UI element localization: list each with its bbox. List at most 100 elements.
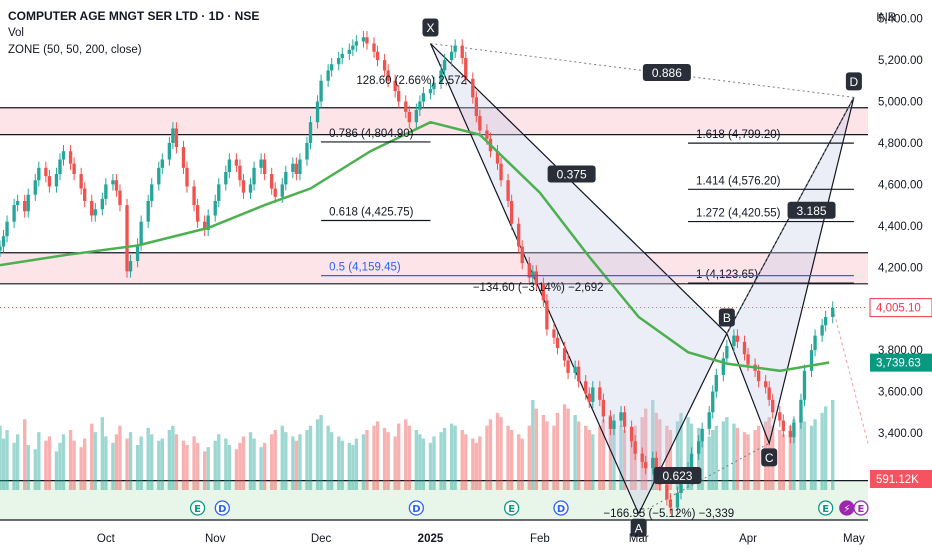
candle-body	[192, 186, 196, 206]
event-marker-label: ⚡	[843, 504, 850, 515]
event-marker[interactable]	[214, 500, 230, 516]
volume-bar	[707, 436, 711, 490]
candle-body	[284, 171, 288, 185]
volume-bar	[315, 419, 320, 490]
candle-body	[393, 80, 397, 92]
candle-body	[248, 184, 253, 193]
volume-bar	[44, 440, 48, 490]
point-label-d[interactable]: D	[850, 75, 859, 89]
time-axis[interactable]: Oct Nov Dec 2025 Feb Mar Apr May	[97, 533, 865, 545]
ratio-label[interactable]: 0.375	[557, 168, 587, 182]
last-price-badge[interactable]: 4,005.10	[876, 303, 921, 315]
volume-legend[interactable]: Vol	[8, 27, 24, 39]
event-marker[interactable]	[553, 500, 569, 516]
candle-body	[651, 457, 655, 469]
volume-bar	[421, 438, 426, 490]
ratio-label[interactable]: 3.185	[797, 204, 827, 218]
candle-body	[238, 165, 242, 181]
volume-bar	[675, 421, 680, 490]
candle-body	[83, 188, 87, 201]
zone-bands	[0, 107, 868, 521]
volume-bar	[471, 438, 475, 490]
ratio-label[interactable]: 0.886	[652, 66, 682, 80]
volume-bar	[562, 404, 567, 490]
pattern-xab[interactable]	[429, 43, 728, 516]
candle-body	[202, 221, 207, 230]
volume-bar	[1, 438, 6, 490]
volume-bar	[474, 442, 479, 490]
volume-bar	[598, 425, 602, 490]
volume-bar	[517, 434, 521, 490]
candle-body	[823, 316, 828, 326]
volume-bar	[651, 400, 655, 490]
ratio-label[interactable]: 0.623	[662, 469, 692, 483]
volume-badge[interactable]: 591.12K	[876, 474, 919, 486]
volume-bar	[654, 412, 658, 490]
volume-bar	[195, 442, 200, 490]
volume-bar	[531, 400, 535, 490]
event-marker[interactable]	[408, 500, 425, 516]
candle-body	[555, 337, 560, 349]
volume-bar	[308, 425, 313, 490]
event-marker-label: D	[557, 504, 565, 515]
indicator-legend[interactable]: ZONE (50, 50, 200, close)	[8, 44, 142, 56]
volume-bar	[58, 442, 62, 490]
candle-body	[721, 358, 726, 375]
candle-body	[531, 271, 535, 278]
volume-bar	[393, 436, 397, 490]
currency-label[interactable]: INR	[876, 12, 896, 24]
candle-body	[767, 387, 771, 400]
price-axis[interactable]: 5,400.00 5,200.00 5,000.00 4,800.00 4,600.00…	[869, 14, 932, 488]
volume-bar	[756, 425, 761, 490]
event-marker[interactable]	[818, 500, 834, 516]
candle-body	[778, 412, 782, 421]
candle-body	[33, 180, 37, 195]
symbol-title[interactable]: COMPUTER AGE MNGT SER LTD · 1D · NSE	[8, 9, 260, 23]
candle-body	[742, 341, 747, 355]
event-markers[interactable]: E D D E D E ⚡ E	[189, 500, 869, 516]
volume-bar	[629, 434, 634, 490]
volume-bar	[612, 421, 616, 490]
volume-bar	[37, 432, 41, 490]
volume-bar	[386, 432, 390, 490]
volume-bar	[217, 434, 221, 490]
volume-bar	[555, 412, 560, 490]
event-marker[interactable]	[853, 500, 869, 516]
volume-bar	[93, 432, 97, 490]
candle-body	[128, 261, 133, 272]
volume-bar	[280, 425, 284, 490]
volume-bar	[5, 430, 9, 490]
volume-bar	[160, 438, 164, 490]
fib-label: 1.272 (4,420.55)	[696, 208, 781, 220]
volume-bar	[439, 432, 443, 490]
candle-body	[428, 89, 433, 94]
candle-body	[262, 159, 267, 175]
point-label-a[interactable]: A	[635, 521, 643, 535]
price-tick: 4,400.00	[878, 221, 923, 233]
event-marker[interactable]	[189, 500, 206, 516]
volume-bar	[150, 434, 154, 490]
volume-bar	[227, 445, 232, 490]
volume-bar	[495, 412, 500, 490]
ma-badge[interactable]: 3,739.63	[876, 358, 921, 370]
point-label-x-bg	[422, 18, 439, 37]
candle-body	[679, 480, 683, 494]
harmonic-pattern[interactable]	[429, 43, 869, 516]
volume-bar	[181, 440, 186, 490]
volume-bar	[464, 434, 468, 490]
point-label-c[interactable]: C	[765, 451, 774, 465]
candle-body	[587, 393, 591, 402]
point-label-b[interactable]: B	[723, 311, 731, 325]
candle-body	[241, 180, 246, 193]
pattern-labels[interactable]: X A B C D 0.886 0.375 3.185 0.623 1.618 (4,799.20…	[321, 18, 862, 537]
candle-body	[735, 335, 740, 342]
candle-body	[478, 116, 482, 131]
volume-bar	[238, 442, 242, 490]
point-label-x[interactable]: X	[426, 21, 434, 35]
candle-body	[259, 159, 263, 168]
event-marker[interactable]	[503, 500, 520, 516]
time-tick: 2025	[418, 533, 444, 545]
candle-body	[68, 151, 73, 164]
